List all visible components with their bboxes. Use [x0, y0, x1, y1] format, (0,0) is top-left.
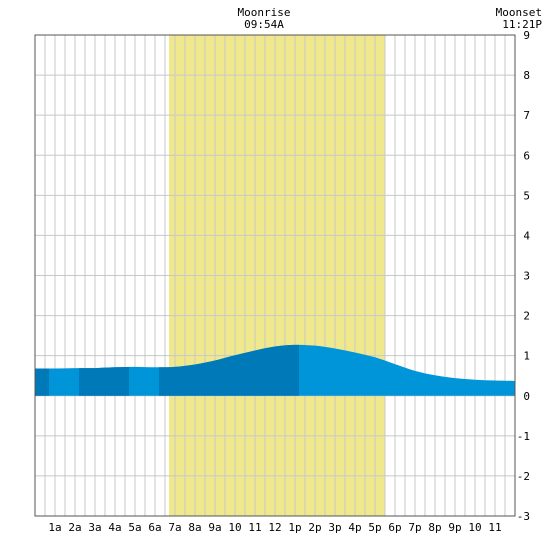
grid-layer	[35, 34, 515, 517]
y-tick-label: 7	[523, 109, 530, 122]
plot-border	[34, 34, 516, 517]
x-tick-label: 8a	[188, 521, 201, 534]
y-tick-label: 9	[523, 29, 530, 42]
annotation-time: 09:54A	[244, 18, 284, 31]
x-tick-label: 1a	[48, 521, 61, 534]
x-tick-label: 6a	[148, 521, 161, 534]
x-tick-label: 3a	[88, 521, 101, 534]
x-tick-label: 7a	[168, 521, 181, 534]
x-tick-label: 11	[488, 521, 501, 534]
x-tick-label: 11	[248, 521, 261, 534]
x-tick-label: 1p	[288, 521, 301, 534]
x-tick-label: 9p	[448, 521, 461, 534]
y-tick-label: 3	[523, 270, 530, 283]
x-tick-label: 4a	[108, 521, 121, 534]
y-tick-label: 4	[523, 229, 530, 242]
y-tick-label: 5	[523, 189, 530, 202]
x-tick-label: 5p	[368, 521, 381, 534]
y-tick-label: 8	[523, 69, 530, 82]
x-tick-label: 10	[228, 521, 241, 534]
x-tick-label: 2p	[308, 521, 321, 534]
y-tick-label: 2	[523, 310, 530, 323]
y-tick-label: 6	[523, 149, 530, 162]
y-tick-label: -3	[517, 510, 530, 523]
y-tick-label: 0	[523, 390, 530, 403]
annotation-time: 11:21P	[502, 18, 542, 31]
y-tick-label: 1	[523, 350, 530, 363]
x-tick-labels: 1a 2a 3a 4a 5a 6a 7a 8a 9a 10 11 12 1p 2p 3p 4p 5p 6p 7p 8p…	[48, 521, 501, 534]
x-tick-label: 5a	[128, 521, 141, 534]
y-tick-label: -1	[517, 430, 530, 443]
x-tick-label: 8p	[428, 521, 441, 534]
annotation-title: Moonset	[496, 6, 542, 19]
x-tick-label: 12	[268, 521, 281, 534]
x-tick-label: 10	[468, 521, 481, 534]
x-tick-label: 2a	[68, 521, 81, 534]
x-tick-label: 6p	[388, 521, 401, 534]
x-tick-label: 7p	[408, 521, 421, 534]
y-tick-labels: 9 8 7 6 5 4 3 2 1 0 -1 -2 -3	[517, 29, 531, 523]
x-tick-label: 3p	[328, 521, 341, 534]
x-tick-label: 4p	[348, 521, 361, 534]
y-tick-label: -2	[517, 470, 530, 483]
annotation-title: Moonrise	[238, 6, 291, 19]
x-tick-label: 9a	[208, 521, 221, 534]
